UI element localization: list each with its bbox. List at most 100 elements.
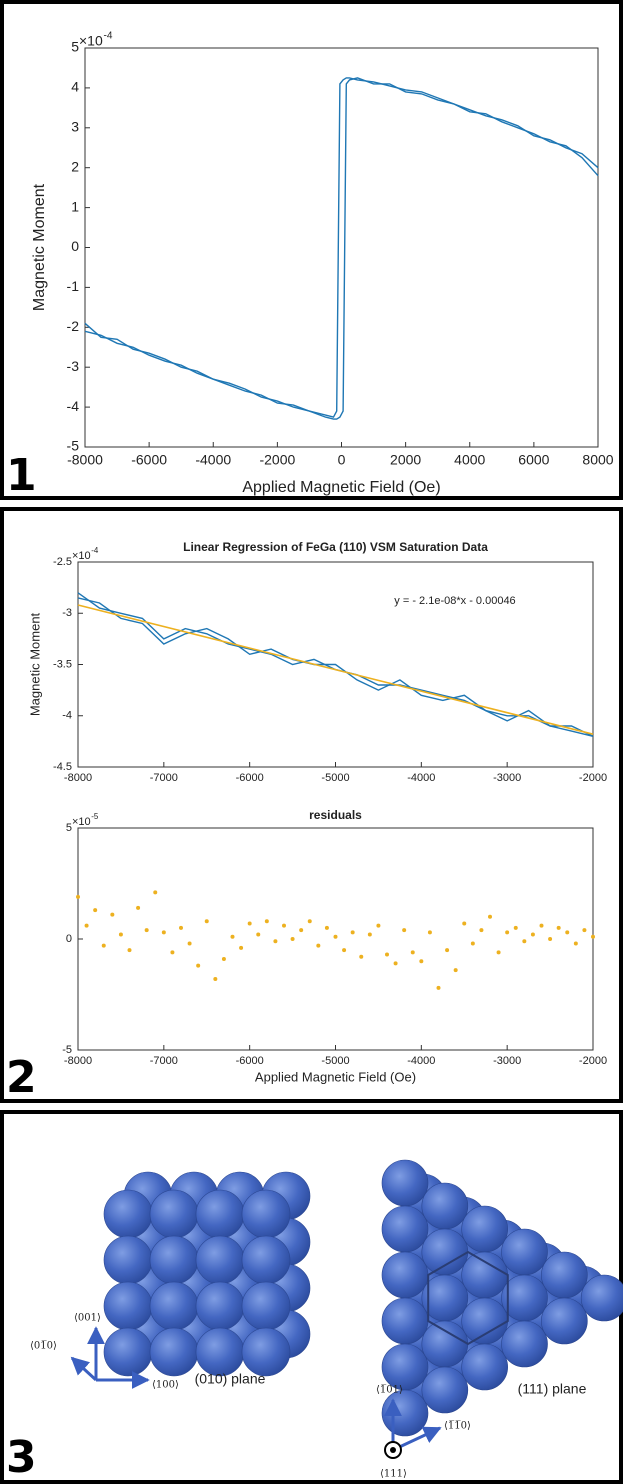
y-tick-label: -2.5 [53,556,72,568]
x-tick-label: -7000 [150,772,178,784]
plane-label: (111) plane [518,1381,587,1397]
sphere [461,1297,508,1345]
data-point [591,934,595,939]
sphere [501,1320,548,1368]
x-tick-label: -6000 [236,772,264,784]
plot-frame [77,827,594,1051]
data-point [333,934,338,939]
data-point [582,928,587,933]
panel-label: 3 [6,1432,37,1483]
data-point [539,923,544,928]
sphere [381,1389,429,1437]
y-tick-label: -3 [62,607,72,619]
x-tick-label: 8000 [582,452,613,468]
sphere [541,1297,588,1345]
right-axes: ⟨1̅01⟩ ⟨1̅1̅0⟩ ⟨111⟩ [376,1385,471,1480]
y-tick-label: -3 [67,358,80,374]
data-point [187,941,192,946]
sphere [381,1343,429,1391]
y-tick-label: -3.5 [53,658,72,670]
data-point [436,985,441,990]
y-tick-label: -4.5 [53,761,72,773]
sphere [241,1327,291,1377]
y-tick-label: 4 [71,79,79,95]
axis-label: ⟨01̅0⟩ [30,1341,57,1352]
data-point [170,950,175,955]
y-axis-label: Magnetic Moment [31,183,48,311]
sphere [103,1235,153,1285]
axis-label: ⟨111⟩ [380,1469,407,1480]
data-point [282,923,286,928]
data-point [350,930,355,935]
x-tick-label: -8000 [64,1055,92,1067]
x-tick-label: -4000 [407,772,435,784]
data-point [213,976,218,981]
y-tick-label: 5 [66,822,72,834]
data-point [505,930,510,935]
sphere [195,1189,245,1239]
data-point [264,919,269,924]
x-tick-label: -8000 [64,772,92,784]
sphere [149,1235,199,1285]
data-point [127,948,132,953]
data-point [161,930,166,935]
data-point [367,932,372,937]
data-line [77,604,594,735]
x-tick-label: -2000 [579,1055,607,1067]
data-point [548,937,553,941]
data-point [513,925,518,930]
axis-arrow [70,1356,98,1382]
sphere [241,1281,291,1331]
x-tick-label: -5000 [321,772,349,784]
y-tick-label: 0 [66,933,72,945]
x-tick-label: 6000 [518,452,549,468]
x-tick-label: -8000 [67,452,103,468]
sphere [103,1281,153,1331]
panel-frame [0,507,623,1103]
data-point [179,925,183,930]
sphere [195,1281,245,1331]
sphere [381,1251,429,1299]
y-multiplier-exp: -4 [91,546,99,555]
sphere [421,1182,469,1230]
data-point [247,921,252,926]
data-point [299,928,304,933]
data-point [342,948,347,953]
data-point [76,894,80,899]
data-point [419,959,424,964]
data-point [470,941,475,946]
axis-label: ⟨1̅1̅0⟩ [444,1421,471,1432]
out-of-plane-dot [390,1447,396,1453]
y-tick-label: -1 [67,278,80,294]
data-point [153,890,158,895]
data-line [77,597,594,737]
y-tick-label: -4 [62,710,72,722]
sphere [461,1251,508,1299]
sphere [580,1274,623,1322]
y-multiplier: ×10 [72,816,91,828]
y-multiplier-exp: -4 [104,30,113,41]
data-point [144,928,149,933]
y-tick-label: 5 [71,39,79,55]
y-tick-label: 0 [71,238,79,254]
sphere [195,1327,245,1377]
axis-label: ⟨100⟩ [152,1380,179,1391]
data-point [402,928,407,933]
y-tick-label: -5 [67,438,80,454]
data-point [427,930,432,935]
panel-label: 2 [6,1052,37,1103]
chart-title: residuals [309,808,362,822]
x-tick-label: 2000 [390,452,421,468]
data-point [410,950,415,955]
left-axes: ⟨001⟩ ⟨01̅0⟩ ⟨100⟩ [30,1313,179,1391]
sphere [103,1327,153,1377]
sphere [195,1235,245,1285]
data-point [393,961,398,966]
x-tick-label: -2000 [259,452,295,468]
sphere [149,1327,199,1377]
x-tick-label: -2000 [579,772,607,784]
plane-label: (010) plane [195,1371,266,1387]
data-point [479,928,484,933]
y-multiplier: ×10 [79,33,103,49]
